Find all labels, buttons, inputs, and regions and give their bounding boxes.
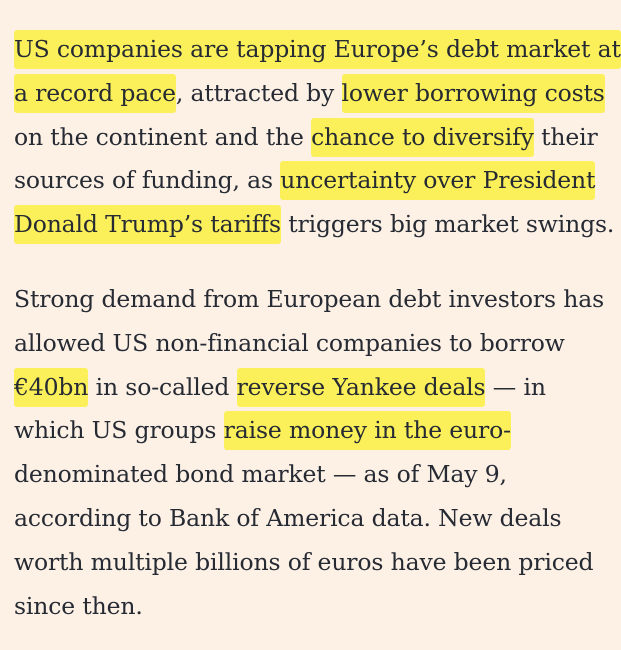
highlighted-text: lower borrowing costs — [341, 73, 605, 113]
highlighted-text: Donald Trump’s tariffs — [14, 205, 281, 245]
text-line: worth multiple billions of euros have be… — [14, 541, 614, 585]
highlighted-text: raise money in the euro- — [223, 411, 511, 451]
text-line: US companies are tapping Europe’s debt m… — [14, 28, 621, 72]
body-text: their — [533, 122, 598, 151]
body-text: Strong demand from European debt investo… — [14, 284, 604, 313]
paragraph-2: Strong demand from European debt investo… — [14, 278, 614, 628]
text-line: a record pace, attracted by lower borrow… — [14, 72, 614, 116]
body-text: triggers big market swings. — [280, 210, 615, 239]
highlighted-text: €40bn — [14, 367, 88, 407]
body-text: , attracted by — [175, 78, 342, 107]
text-line: which US groups raise money in the euro- — [14, 409, 614, 453]
body-text: in so-called — [88, 372, 237, 401]
body-text: allowed US non-financial companies to bo… — [14, 328, 565, 357]
text-line: sources of funding, as uncertainty over … — [14, 159, 614, 203]
body-text: worth multiple billions of euros have be… — [14, 547, 594, 576]
body-text: on the continent and the — [14, 122, 312, 151]
highlighted-text: US companies are tapping Europe’s debt m… — [14, 30, 621, 69]
text-line: allowed US non-financial companies to bo… — [14, 322, 614, 366]
paragraph-1: US companies are tapping Europe’s debt m… — [14, 28, 621, 247]
text-line: Strong demand from European debt investo… — [14, 278, 614, 322]
text-line: on the continent and the chance to diver… — [14, 116, 614, 160]
highlighted-text: uncertainty over President — [280, 161, 595, 201]
body-text: since then. — [14, 591, 143, 620]
body-text: — in — [485, 372, 546, 401]
article-body: US companies are tapping Europe’s debt m… — [14, 28, 621, 628]
paragraph-spacer — [14, 247, 614, 278]
body-text: which US groups — [14, 416, 224, 445]
text-line: denominated bond market — as of May 9, — [14, 453, 614, 497]
text-line: since then. — [14, 585, 614, 629]
highlighted-text: a record pace — [14, 73, 176, 113]
highlighted-text: reverse Yankee deals — [236, 367, 486, 407]
body-text: sources of funding, as — [14, 166, 281, 195]
body-text: denominated bond market — as of May 9, — [14, 460, 507, 489]
text-line: €40bn in so-called reverse Yankee deals … — [14, 366, 614, 410]
body-text: according to Bank of America data. New d… — [14, 503, 562, 532]
highlighted-text: chance to diversify — [311, 117, 534, 157]
text-line: according to Bank of America data. New d… — [14, 497, 614, 541]
text-line: Donald Trump’s tariffs triggers big mark… — [14, 203, 614, 247]
